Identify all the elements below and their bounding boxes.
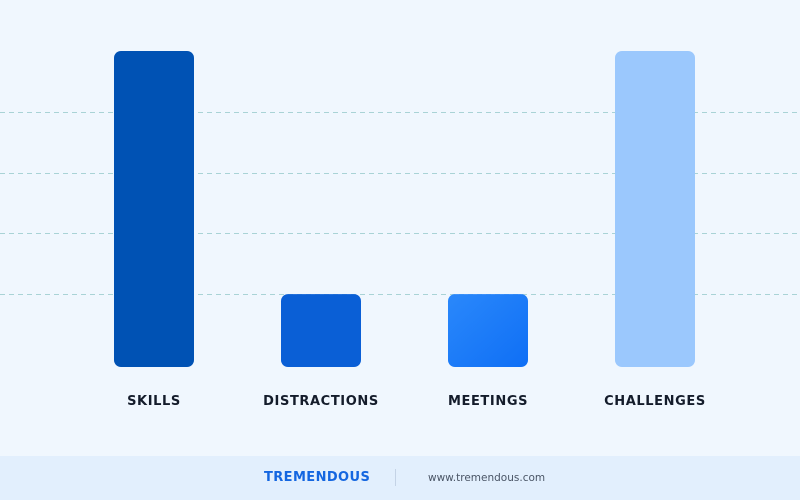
category-label-challenges: CHALLENGES xyxy=(604,394,706,409)
category-label-distractions: DISTRACTIONS xyxy=(263,394,379,409)
brand-logo[interactable]: TREMENDOUS xyxy=(264,470,371,485)
bar-skills xyxy=(114,51,194,367)
website-link[interactable]: www.tremendous.com xyxy=(428,472,546,484)
bar-meetings xyxy=(448,294,528,367)
category-labels: SKILLS DISTRACTIONS MEETINGS CHALLENGES xyxy=(127,394,706,409)
category-label-skills: SKILLS xyxy=(127,394,181,409)
bar-chart: SKILLS DISTRACTIONS MEETINGS CHALLENGES xyxy=(0,51,800,409)
footer-divider xyxy=(395,469,396,486)
category-label-meetings: MEETINGS xyxy=(448,394,528,409)
bars xyxy=(114,51,695,367)
bar-challenges xyxy=(615,51,695,367)
footer: TREMENDOUS www.tremendous.com xyxy=(0,456,800,500)
bar-distractions xyxy=(281,294,361,367)
